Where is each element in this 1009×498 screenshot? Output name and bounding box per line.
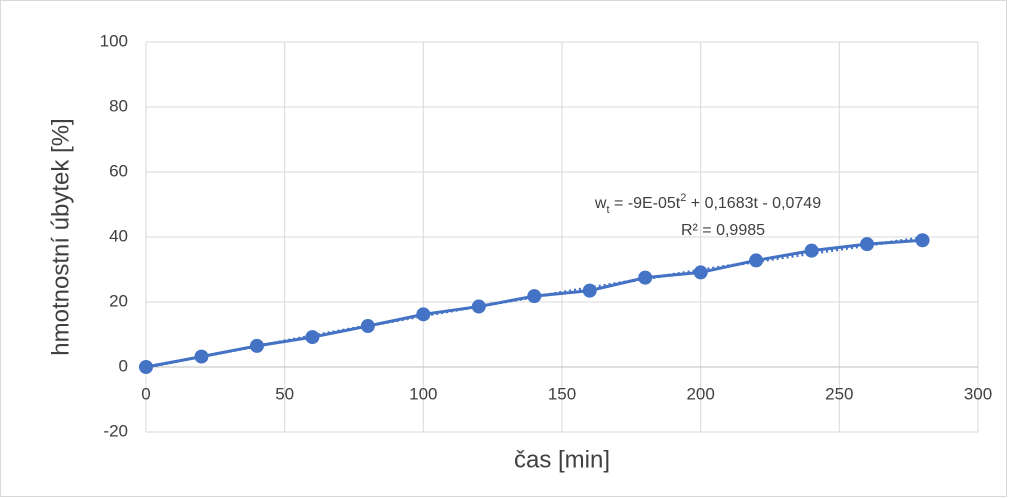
equation-part: w [594, 195, 607, 212]
x-tick-label: 50 [275, 384, 294, 403]
data-point [804, 243, 819, 258]
data-point [582, 283, 597, 298]
data-point [305, 330, 320, 345]
y-tick-label: 0 [119, 356, 128, 375]
trendline-r2: R² = 0,9985 [681, 222, 765, 239]
equation-part: 2 [680, 192, 686, 204]
equation-part: = -9E-05t [610, 195, 681, 212]
data-point [860, 237, 875, 252]
x-axis-title: čas [min] [514, 446, 610, 473]
data-point [915, 233, 930, 248]
data-point [360, 319, 375, 334]
data-point [693, 265, 708, 280]
y-tick-label: 60 [109, 161, 128, 180]
data-point [749, 253, 764, 268]
x-tick-label: 150 [548, 384, 576, 403]
data-point [527, 289, 542, 304]
equation-part: t [606, 204, 609, 216]
y-tick-label: 40 [109, 226, 128, 245]
x-tick-label: 250 [825, 384, 853, 403]
y-tick-label: 100 [100, 31, 128, 50]
y-tick-label: -20 [103, 421, 128, 440]
y-tick-label: 20 [109, 291, 128, 310]
trendline-equation: wt = -9E-05t2 + 0,1683t - 0,0749 [594, 192, 821, 216]
data-point [139, 360, 153, 374]
data-point [249, 338, 264, 353]
data-point [194, 349, 209, 364]
x-tick-label: 100 [409, 384, 437, 403]
data-point [638, 270, 653, 285]
equation-part: + 0,1683t - 0,0749 [686, 195, 821, 212]
data-point [471, 299, 486, 314]
y-tick-label: 80 [109, 96, 128, 115]
x-tick-label: 200 [686, 384, 714, 403]
x-tick-label: 300 [964, 384, 992, 403]
data-point [416, 307, 431, 322]
y-axis-title: hmotnostní úbytek [%] [47, 118, 74, 355]
x-tick-label: 0 [141, 384, 150, 403]
